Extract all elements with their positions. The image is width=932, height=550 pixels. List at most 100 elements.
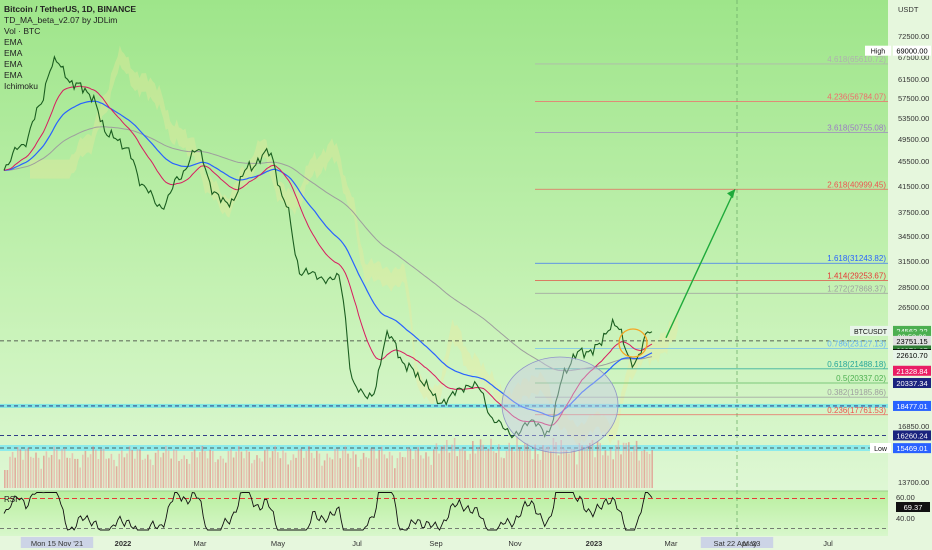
volume-bar <box>201 446 204 488</box>
volume-bar <box>451 444 453 488</box>
legend-item[interactable]: TD_MA_beta_v2.07 by JDLim <box>4 15 118 25</box>
ema-lines <box>3 85 653 426</box>
volume-bar <box>149 459 152 488</box>
volume-bar <box>466 459 469 488</box>
fib-label: 4.618(65610.72) <box>827 55 886 64</box>
volume-bar <box>50 454 53 488</box>
volume-bar <box>573 449 575 488</box>
tag-caption: BTCUSDT <box>854 329 888 336</box>
legend-item[interactable]: Vol · BTC <box>4 26 41 36</box>
volume-bar <box>282 450 284 488</box>
time-axis-tick: Sep <box>429 539 442 548</box>
highlight-circle <box>618 328 648 358</box>
volume-bar <box>310 452 313 488</box>
volume-bar <box>334 448 336 488</box>
legend-item[interactable]: EMA <box>4 48 23 58</box>
volume-bar <box>508 442 510 488</box>
volume-bar <box>646 451 648 488</box>
fib-label: 2.618(40999.45) <box>827 180 886 189</box>
volume-bar <box>438 453 440 488</box>
volume-bar <box>651 450 653 488</box>
price-tag-text: 23751.15 <box>896 337 927 346</box>
volume-bar <box>45 451 48 488</box>
volume-bar <box>4 470 6 488</box>
fib-label: 0.5(20337.02) <box>836 374 886 383</box>
volume-bar <box>274 446 276 488</box>
price-tag-box <box>893 325 931 336</box>
time-axis[interactable]: Mon 15 Nov '21 2022 Mar May Jul Sep Nov 2023 Mar… <box>0 536 932 550</box>
volume-bar <box>186 459 188 488</box>
time-axis-tick: May <box>271 539 285 548</box>
volume-bar <box>193 449 196 488</box>
price-axis-tick: 45500.00 <box>898 157 929 166</box>
chart-title[interactable]: Bitcoin / TetherUS, 1D, BINANCE <box>4 4 137 14</box>
price-axis-tick: 72500.00 <box>898 32 929 41</box>
volume-bar <box>357 466 360 488</box>
time-axis-tick: Jul <box>823 539 833 548</box>
volume-bar <box>331 459 334 488</box>
volume-bar <box>308 446 310 488</box>
volume-bar <box>82 454 84 488</box>
volume-bar <box>360 459 362 488</box>
time-axis-tick: Jul <box>352 539 362 548</box>
volume-bar <box>383 454 386 488</box>
fib-label: 1.414(29253.67) <box>827 271 886 280</box>
tag-caption: Low <box>874 446 888 453</box>
legend-item[interactable]: EMA <box>4 59 23 69</box>
currency-label: USDT <box>898 5 919 14</box>
fib-label: 0.236(17761.53) <box>827 406 886 415</box>
volume-bar <box>323 460 326 488</box>
price-tag-box <box>893 377 931 388</box>
volume-bar <box>633 445 635 488</box>
legend-item[interactable]: Ichimoku <box>4 81 39 91</box>
volume-bar <box>178 460 180 488</box>
volume-bar <box>336 448 339 488</box>
rsi-pane: RSI 60.00 40.00 69.37 <box>0 491 930 531</box>
volume-bar <box>196 457 198 488</box>
volume-bar <box>615 445 617 488</box>
volume-bar <box>586 445 588 488</box>
volume-bar <box>131 450 133 488</box>
volume-bar <box>420 455 422 488</box>
volume-bar <box>204 451 206 488</box>
volume-bar <box>524 442 526 488</box>
volume-bar <box>303 457 305 488</box>
volume-bar <box>563 448 565 488</box>
volume-bar <box>227 451 230 488</box>
legend-item[interactable]: EMA <box>4 37 23 47</box>
volume-bar <box>74 458 76 488</box>
volume-bar <box>11 451 14 488</box>
time-axis-tick: Mar <box>194 539 207 548</box>
legend-item[interactable]: EMA <box>4 70 23 80</box>
volume-bar <box>443 445 445 488</box>
volume-bar <box>292 454 295 488</box>
volume-bar <box>427 456 430 488</box>
volume-bar <box>557 455 560 488</box>
volume-bar <box>529 448 531 488</box>
drawing-ellipse[interactable] <box>501 328 648 454</box>
volume-bar <box>469 453 471 488</box>
volume-bar <box>635 440 638 488</box>
volume-bar <box>394 468 396 488</box>
volume-bar <box>344 446 347 488</box>
volume-bar <box>206 458 209 488</box>
volume-bar <box>69 458 71 488</box>
volume-bar <box>188 463 191 488</box>
fib-label: 0.382(19185.86) <box>827 388 886 397</box>
volume-bar <box>37 457 40 488</box>
volume-bar <box>134 458 136 488</box>
volume-bar <box>500 457 503 488</box>
volume-bar <box>578 443 581 488</box>
projection-arrow[interactable] <box>665 188 736 339</box>
volume-bar <box>620 454 622 488</box>
volume-bar <box>594 457 596 488</box>
volume-bar <box>136 449 139 488</box>
time-axis-tick: Mon 15 Nov '21 <box>31 539 83 548</box>
price-axis-tick: 61500.00 <box>898 75 929 84</box>
volume-bar <box>495 452 497 488</box>
volume-bar <box>407 447 409 488</box>
volume-bar <box>43 455 45 488</box>
volume-bar <box>583 448 586 488</box>
